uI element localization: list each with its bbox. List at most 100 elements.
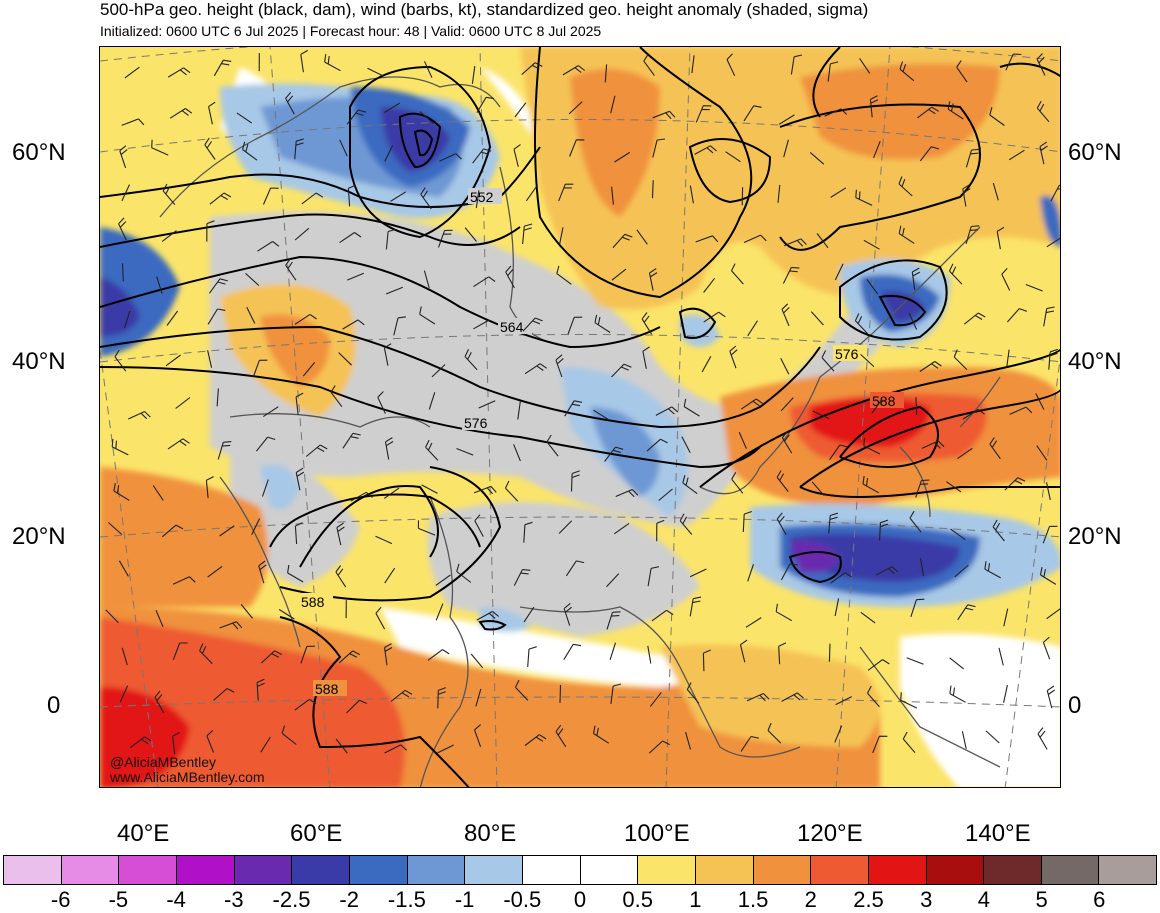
wind-barb [390,191,407,202]
wind-barb [984,561,1001,579]
wind-barb [829,444,848,461]
wind-barb [475,190,480,209]
wind-barb [527,646,537,668]
wind-barb [258,560,267,584]
wind-barb [686,682,700,704]
wind-barb [872,140,881,159]
wind-barb [655,406,679,416]
wind-barb [1036,53,1046,76]
wind-barb [523,606,535,623]
wind-barb [867,685,880,708]
wind-barb [947,101,964,120]
wind-barb [346,109,367,125]
wind-barb [514,102,527,118]
wind-barb [689,596,702,617]
wind-barb [156,276,163,294]
wind-barb [778,114,795,125]
wind-barb [555,724,567,748]
wind-barb [338,650,361,664]
colorbar-tick-label: -0.5 [503,887,542,912]
wind-barb [121,184,130,202]
wind-barb [383,487,400,499]
wind-barb [867,659,890,671]
wind-barb [256,678,265,701]
wind-barb [558,520,573,534]
wind-barb [219,525,235,537]
wind-barb [1035,393,1045,410]
wind-barb [811,481,825,496]
wind-barb [963,312,986,325]
colorbar-tick-label: 2.5 [853,887,884,912]
wind-barb [339,139,348,157]
wind-barb [206,220,215,242]
anomaly-map: 552 564 576 576 588 588 588 [100,47,1060,787]
colorbar-tick-label: -5 [108,887,129,912]
wind-barb [898,176,913,197]
wind-barb [524,363,548,375]
wind-barb [204,137,216,160]
colorbar [3,855,1157,885]
wind-barb [910,598,925,617]
wind-barb [435,574,451,586]
wind-barb [515,679,529,701]
wind-barb [295,392,304,415]
wind-barb [383,343,392,366]
wind-barb [517,401,521,420]
wind-barb [919,146,940,162]
wind-barb [725,151,741,163]
wind-barb [121,647,128,666]
wind-barb [108,522,123,535]
wind-barbs [105,49,1060,755]
wind-barb [812,410,830,420]
wind-barb [860,353,875,368]
wind-barb [346,699,367,714]
wind-barb [154,690,165,714]
wind-barb [642,346,650,369]
colorbar-tick-label: 1.5 [737,887,769,912]
wind-barb [464,349,478,371]
wind-barb [767,722,782,744]
wind-barb [649,692,662,707]
colorbar-tick-label: 6 [1093,887,1106,912]
lon-label: 60°E [290,820,343,847]
wind-barb [437,229,453,248]
contour-label: 588 [315,681,339,697]
wind-barb [694,145,717,155]
wind-barb [302,362,316,377]
wind-barb [1048,348,1058,370]
wind-barb [834,263,844,281]
wind-barb [336,522,345,546]
wind-barb [558,183,574,202]
wind-barb [522,223,533,245]
wind-barb [437,744,454,754]
wind-barb [367,67,384,77]
wind-barb [385,286,404,295]
contour-label: 564 [500,319,524,335]
wind-barb [565,560,585,577]
wind-barb [569,139,585,157]
wind-barb [854,313,869,335]
wind-barb [816,233,829,249]
wind-barb [347,184,356,207]
wind-barb [240,604,253,619]
wind-barb [679,513,693,535]
wind-barb [384,144,394,162]
wind-barb [375,606,386,630]
wind-barb [1006,349,1010,368]
wind-barb [643,54,655,76]
wind-barb [821,350,835,372]
wind-barb [172,732,180,755]
wind-barb [384,567,396,584]
wind-barb [470,653,484,669]
wind-barb [472,148,492,164]
wind-barb [390,689,413,702]
wind-barb [613,522,630,535]
wind-barb [949,685,966,703]
wind-barb [524,734,547,746]
wind-barb [875,566,899,576]
chart-subtitle: Initialized: 0600 UTC 6 Jul 2025 | Forec… [100,23,602,39]
wind-barb [152,485,164,501]
wind-barb [1025,283,1043,292]
wind-barb [219,621,243,630]
wind-barb [834,725,843,743]
